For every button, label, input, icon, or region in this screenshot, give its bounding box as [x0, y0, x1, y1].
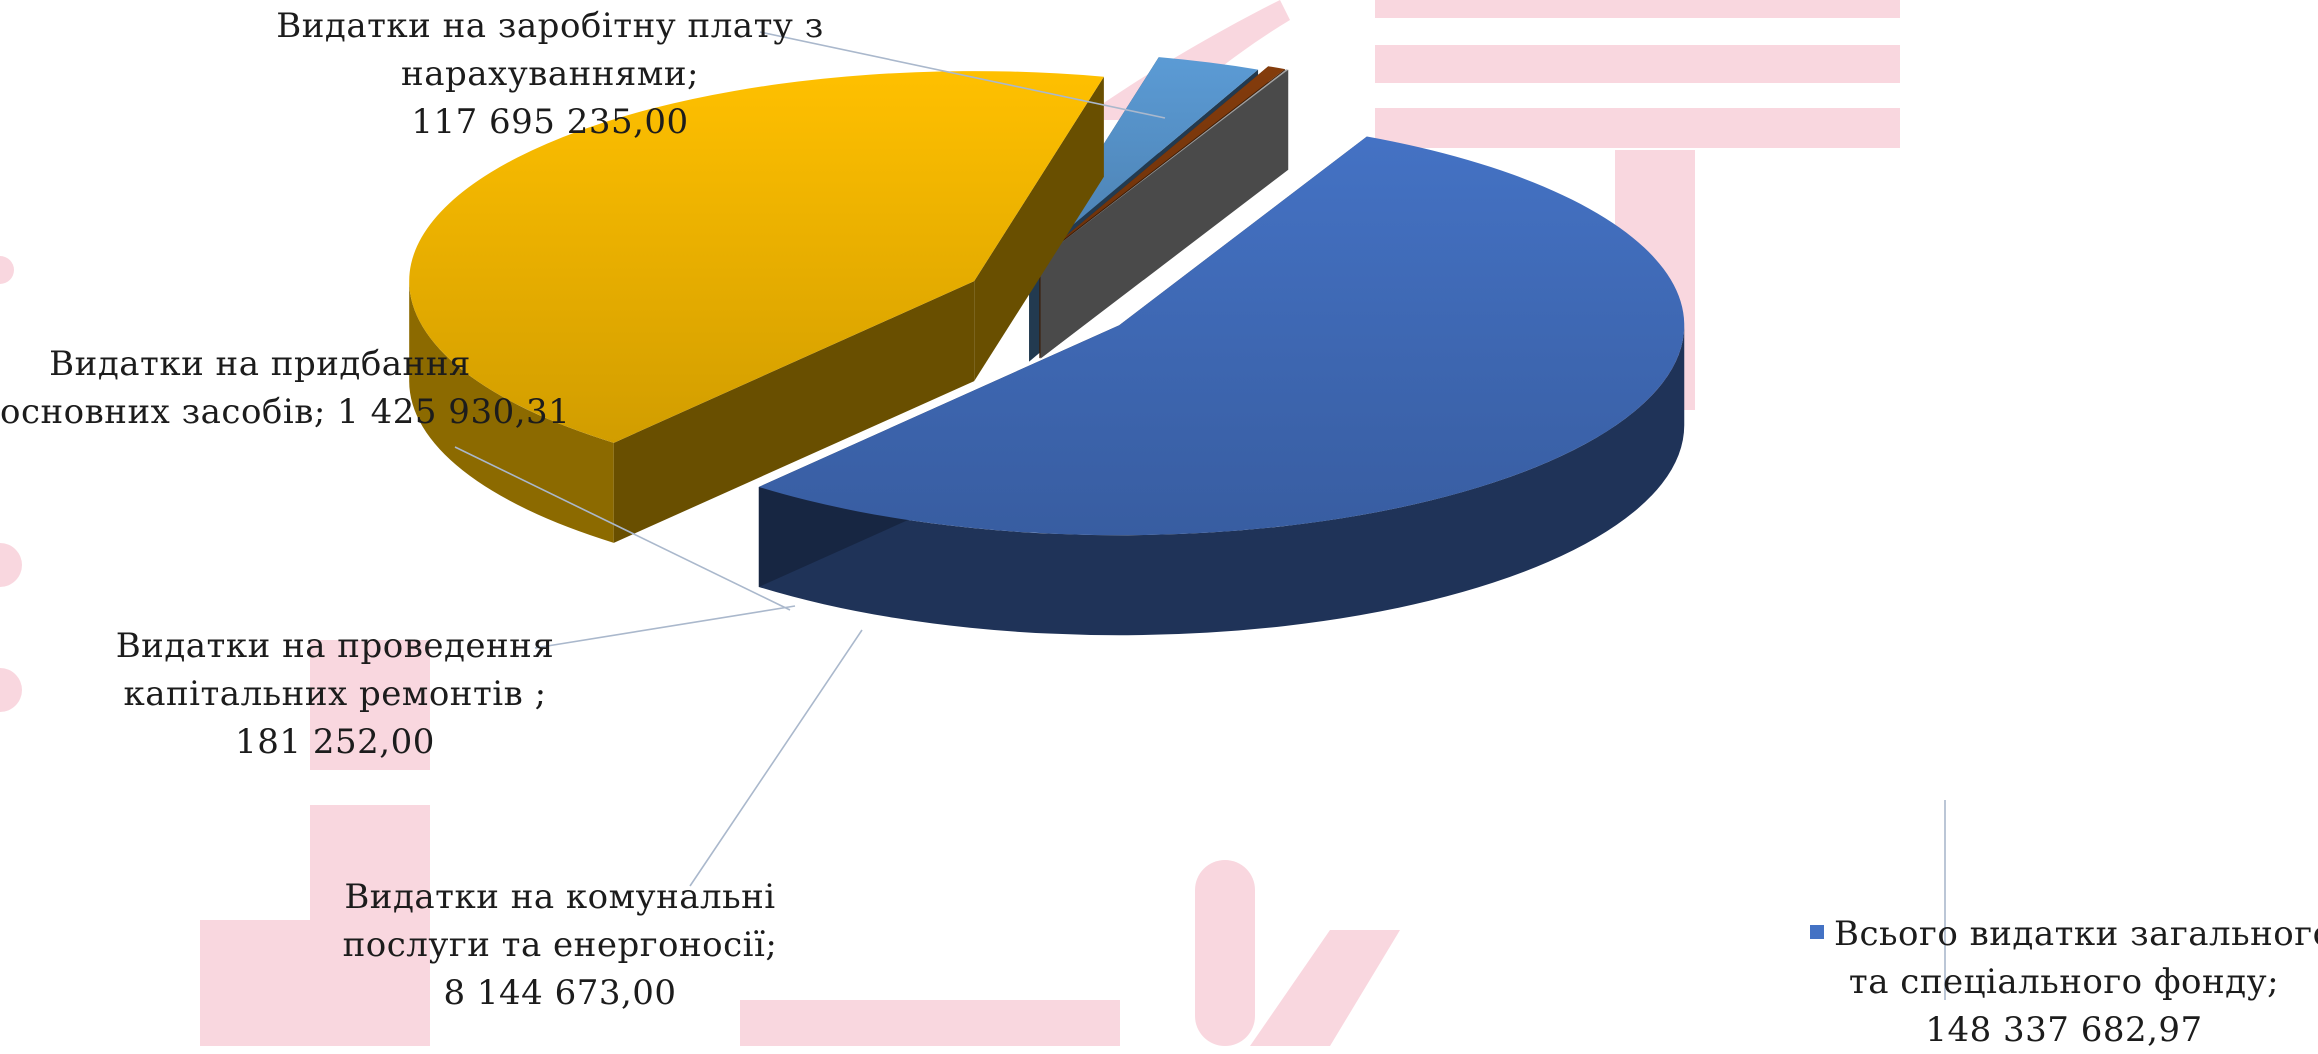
slice-side — [758, 325, 1685, 636]
slice-top — [409, 71, 1104, 443]
pie-slice — [409, 71, 1104, 543]
slice-side — [409, 281, 614, 543]
leader-line — [759, 31, 1166, 119]
label-capital-repairs: Видатки на проведення капітальних ремонт… — [115, 626, 555, 762]
label-utilities: Видатки на комунальні послуги та енергон… — [342, 877, 778, 1013]
legend-marker-icon — [1810, 925, 1824, 939]
slice-top — [1040, 69, 1289, 259]
label-fixed-assets: Видатки на придбання основних засобів; 1… — [0, 344, 571, 432]
slice-top — [758, 136, 1685, 536]
label-salary: Видатки на заробітну плату з нарахування… — [276, 6, 824, 142]
leader-line — [454, 446, 791, 611]
slice-cut-face — [1040, 69, 1289, 359]
pie-slice — [1040, 69, 1289, 359]
slice-cut-face — [613, 281, 975, 543]
slice-top — [1039, 66, 1285, 259]
pie-slice — [758, 136, 1685, 636]
leader-line — [689, 629, 863, 887]
leader-line — [534, 605, 796, 649]
slice-top — [1029, 57, 1259, 262]
label-total-expenditure: Всього видатки загального та спеціальног… — [1810, 910, 2318, 1054]
slice-cut-face — [974, 76, 1104, 382]
